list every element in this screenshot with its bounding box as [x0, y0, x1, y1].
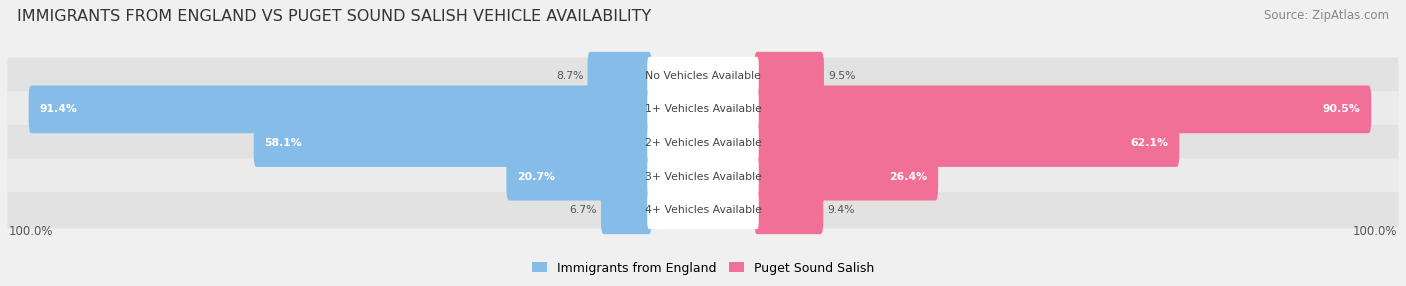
FancyBboxPatch shape	[755, 52, 824, 100]
FancyBboxPatch shape	[755, 153, 938, 200]
Text: 6.7%: 6.7%	[569, 205, 598, 215]
FancyBboxPatch shape	[647, 90, 759, 128]
Text: 58.1%: 58.1%	[264, 138, 302, 148]
FancyBboxPatch shape	[7, 91, 1399, 128]
Text: 91.4%: 91.4%	[39, 104, 77, 114]
FancyBboxPatch shape	[647, 158, 759, 196]
Text: 90.5%: 90.5%	[1323, 104, 1361, 114]
FancyBboxPatch shape	[647, 57, 759, 95]
Text: 2+ Vehicles Available: 2+ Vehicles Available	[644, 138, 762, 148]
FancyBboxPatch shape	[28, 86, 651, 133]
Text: 100.0%: 100.0%	[8, 225, 53, 238]
FancyBboxPatch shape	[755, 186, 824, 234]
Text: 26.4%: 26.4%	[889, 172, 928, 182]
Text: 62.1%: 62.1%	[1130, 138, 1168, 148]
Text: 4+ Vehicles Available: 4+ Vehicles Available	[644, 205, 762, 215]
Text: 1+ Vehicles Available: 1+ Vehicles Available	[644, 104, 762, 114]
Text: 9.5%: 9.5%	[828, 71, 855, 81]
FancyBboxPatch shape	[7, 57, 1399, 94]
FancyBboxPatch shape	[600, 186, 651, 234]
FancyBboxPatch shape	[7, 158, 1399, 195]
Text: 8.7%: 8.7%	[555, 71, 583, 81]
FancyBboxPatch shape	[647, 191, 759, 229]
Text: 100.0%: 100.0%	[1353, 225, 1398, 238]
Text: IMMIGRANTS FROM ENGLAND VS PUGET SOUND SALISH VEHICLE AVAILABILITY: IMMIGRANTS FROM ENGLAND VS PUGET SOUND S…	[17, 9, 651, 23]
FancyBboxPatch shape	[647, 124, 759, 162]
Text: 9.4%: 9.4%	[827, 205, 855, 215]
Text: 3+ Vehicles Available: 3+ Vehicles Available	[644, 172, 762, 182]
FancyBboxPatch shape	[588, 52, 651, 100]
FancyBboxPatch shape	[253, 119, 651, 167]
Legend: Immigrants from England, Puget Sound Salish: Immigrants from England, Puget Sound Sal…	[527, 257, 879, 279]
Text: No Vehicles Available: No Vehicles Available	[645, 71, 761, 81]
FancyBboxPatch shape	[755, 86, 1371, 133]
FancyBboxPatch shape	[506, 153, 651, 200]
Text: 20.7%: 20.7%	[517, 172, 555, 182]
FancyBboxPatch shape	[7, 125, 1399, 161]
Text: Source: ZipAtlas.com: Source: ZipAtlas.com	[1264, 9, 1389, 21]
FancyBboxPatch shape	[755, 119, 1180, 167]
FancyBboxPatch shape	[7, 192, 1399, 229]
